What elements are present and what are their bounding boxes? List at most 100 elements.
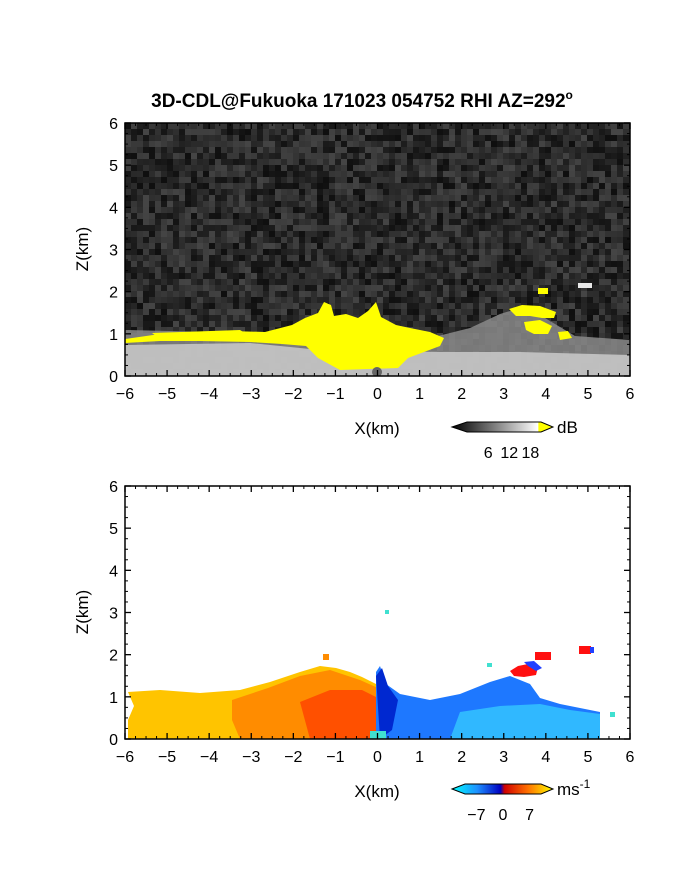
noise-cell	[227, 213, 233, 219]
noise-cell	[311, 261, 317, 267]
noise-cell	[425, 285, 431, 291]
noise-cell	[401, 183, 407, 189]
noise-cell	[185, 135, 191, 141]
noise-cell	[149, 135, 155, 141]
noise-cell	[563, 279, 569, 285]
noise-cell	[323, 201, 329, 207]
noise-cell	[245, 243, 251, 249]
noise-cell	[365, 279, 371, 285]
noise-cell	[293, 129, 299, 135]
noise-cell	[161, 225, 167, 231]
noise-cell	[251, 315, 257, 321]
noise-cell	[449, 267, 455, 273]
noise-cell	[299, 237, 305, 243]
noise-cell	[137, 159, 143, 165]
noise-cell	[419, 183, 425, 189]
noise-cell	[563, 207, 569, 213]
noise-cell	[425, 243, 431, 249]
noise-cell	[257, 327, 263, 333]
noise-cell	[347, 159, 353, 165]
noise-cell	[449, 201, 455, 207]
noise-cell	[131, 165, 137, 171]
y-tick-label: 5	[109, 158, 118, 175]
noise-cell	[431, 123, 437, 129]
noise-cell	[341, 123, 347, 129]
noise-cell	[275, 315, 281, 321]
noise-cell	[437, 159, 443, 165]
noise-cell	[521, 177, 527, 183]
noise-cell	[605, 183, 611, 189]
x-tick-label: −5	[158, 386, 176, 403]
noise-cell	[443, 165, 449, 171]
noise-cell	[539, 141, 545, 147]
noise-cell	[287, 243, 293, 249]
noise-cell	[191, 237, 197, 243]
noise-cell	[131, 195, 137, 201]
noise-cell	[569, 129, 575, 135]
noise-cell	[137, 285, 143, 291]
noise-cell	[437, 285, 443, 291]
noise-cell	[575, 135, 581, 141]
noise-cell	[179, 231, 185, 237]
noise-cell	[329, 303, 335, 309]
noise-cell	[551, 249, 557, 255]
noise-cell	[443, 297, 449, 303]
noise-cell	[239, 135, 245, 141]
noise-cell	[263, 291, 269, 297]
noise-cell	[593, 303, 599, 309]
noise-cell	[353, 147, 359, 153]
noise-cell	[287, 255, 293, 261]
noise-cell	[311, 273, 317, 279]
noise-cell	[185, 213, 191, 219]
noise-cell	[179, 327, 185, 333]
noise-cell	[341, 231, 347, 237]
noise-cell	[551, 183, 557, 189]
noise-cell	[515, 213, 521, 219]
noise-cell	[197, 249, 203, 255]
noise-cell	[617, 249, 623, 255]
noise-cell	[323, 225, 329, 231]
noise-cell	[287, 291, 293, 297]
noise-cell	[557, 267, 563, 273]
noise-cell	[479, 243, 485, 249]
noise-cell	[341, 159, 347, 165]
noise-cell	[443, 207, 449, 213]
noise-cell	[449, 243, 455, 249]
noise-cell	[485, 183, 491, 189]
noise-cell	[359, 243, 365, 249]
noise-cell	[167, 189, 173, 195]
noise-cell	[149, 219, 155, 225]
noise-cell	[437, 315, 443, 321]
noise-cell	[605, 159, 611, 165]
noise-cell	[467, 219, 473, 225]
noise-cell	[209, 279, 215, 285]
noise-cell	[617, 225, 623, 231]
noise-cell	[365, 231, 371, 237]
noise-cell	[269, 249, 275, 255]
noise-cell	[335, 297, 341, 303]
noise-cell	[359, 159, 365, 165]
noise-cell	[449, 321, 455, 327]
noise-cell	[323, 159, 329, 165]
noise-cell	[191, 189, 197, 195]
noise-cell	[461, 171, 467, 177]
noise-cell	[281, 225, 287, 231]
noise-cell	[509, 243, 515, 249]
noise-cell	[287, 135, 293, 141]
noise-cell	[593, 201, 599, 207]
noise-cell	[557, 321, 563, 327]
cloud-echo-right-lower	[524, 320, 552, 334]
noise-cell	[197, 189, 203, 195]
noise-cell	[557, 237, 563, 243]
noise-cell	[545, 267, 551, 273]
noise-cell	[191, 315, 197, 321]
noise-cell	[311, 303, 317, 309]
noise-cell	[179, 309, 185, 315]
noise-cell	[239, 159, 245, 165]
noise-cell	[281, 303, 287, 309]
noise-cell	[191, 135, 197, 141]
noise-cell	[251, 159, 257, 165]
noise-cell	[539, 219, 545, 225]
noise-cell	[527, 201, 533, 207]
